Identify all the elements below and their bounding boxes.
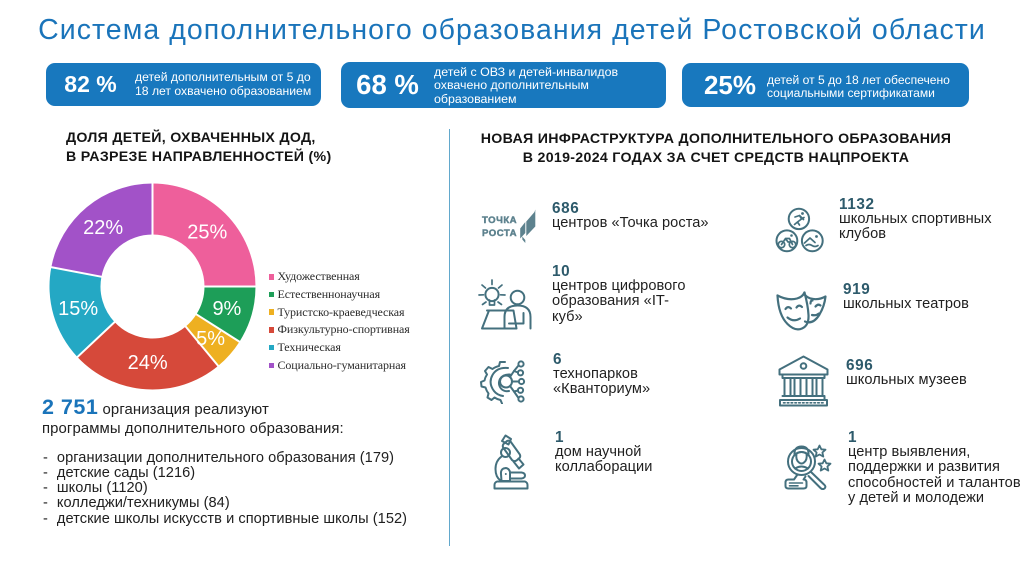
svg-text:25%: 25%: [187, 222, 227, 244]
svg-text:24%: 24%: [128, 352, 168, 374]
svg-text:15%: 15%: [58, 298, 98, 320]
svg-text:22%: 22%: [83, 217, 123, 239]
svg-text:9%: 9%: [212, 298, 241, 320]
svg-text:5%: 5%: [196, 328, 225, 350]
